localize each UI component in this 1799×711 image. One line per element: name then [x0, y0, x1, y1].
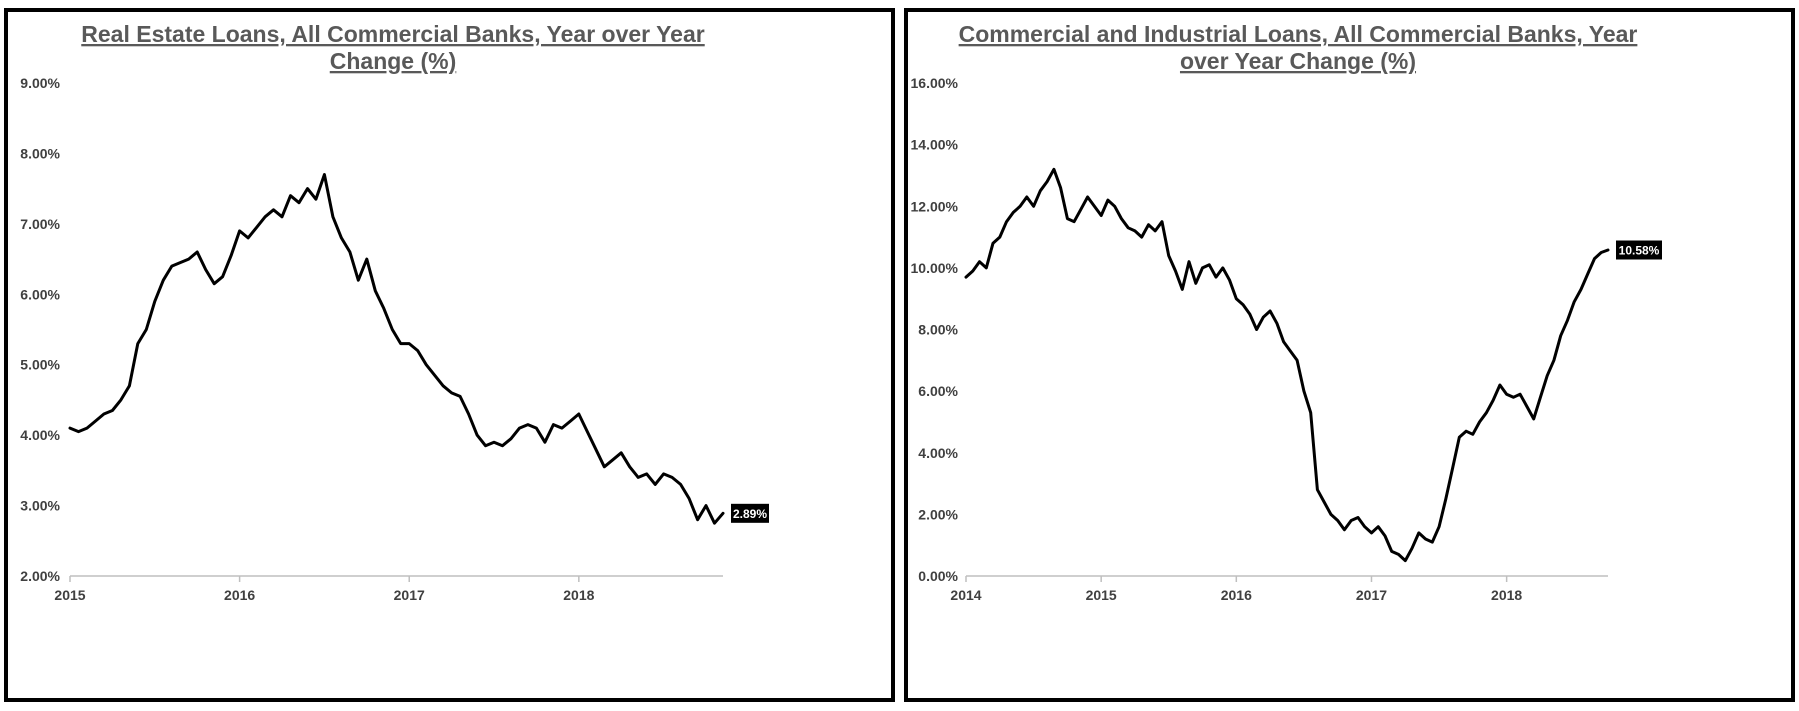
y-tick-label: 6.00% [20, 286, 60, 302]
y-tick-label: 16.00% [911, 75, 959, 91]
end-value-label: 10.58% [1619, 244, 1660, 258]
series-line [964, 167, 1610, 563]
y-tick-label: 6.00% [918, 383, 958, 399]
x-tick-label: 2018 [1491, 587, 1522, 603]
y-tick-label: 5.00% [20, 357, 60, 373]
y-tick-label: 14.00% [911, 137, 959, 153]
y-tick-label: 8.00% [918, 322, 958, 338]
x-tick-label: 2016 [1221, 587, 1252, 603]
x-tick-label: 2018 [563, 587, 594, 603]
commercial-industrial-loans-chart-panel: Commercial and Industrial Loans, All Com… [904, 8, 1795, 702]
y-tick-label: 0.00% [918, 568, 958, 584]
end-value-label-box [731, 503, 769, 523]
real-estate-loans-chart: Real Estate Loans, All Commercial Banks,… [20, 21, 769, 603]
y-tick-label: 10.00% [911, 260, 959, 276]
chart-title-line-2: Change (%) [330, 48, 457, 74]
real-estate-loans-chart-panel: Real Estate Loans, All Commercial Banks,… [4, 8, 895, 702]
x-tick-label: 2016 [224, 587, 255, 603]
y-tick-label: 7.00% [20, 216, 60, 232]
y-tick-label: 4.00% [918, 445, 958, 461]
y-tick-label: 4.00% [20, 427, 60, 443]
chart-title-line-2: over Year Change (%) [1180, 48, 1416, 74]
x-tick-label: 2017 [1356, 587, 1387, 603]
x-tick-label: 2015 [1086, 587, 1117, 603]
end-value-label: 2.89% [733, 507, 767, 521]
y-tick-label: 2.00% [918, 506, 958, 522]
y-tick-label: 8.00% [20, 145, 60, 161]
y-tick-label: 3.00% [20, 498, 60, 514]
series-line [68, 173, 725, 525]
y-tick-label: 9.00% [20, 75, 60, 91]
y-tick-label: 2.00% [20, 568, 60, 584]
end-value-label-box [1616, 240, 1662, 260]
x-tick-label: 2014 [950, 587, 981, 603]
x-tick-label: 2017 [394, 587, 425, 603]
commercial-industrial-loans-chart: Commercial and Industrial Loans, All Com… [911, 21, 1662, 603]
chart-title-line-1: Real Estate Loans, All Commercial Banks,… [81, 21, 704, 47]
x-tick-label: 2015 [54, 587, 85, 603]
y-tick-label: 12.00% [911, 198, 959, 214]
chart-title-line-1: Commercial and Industrial Loans, All Com… [959, 21, 1638, 47]
